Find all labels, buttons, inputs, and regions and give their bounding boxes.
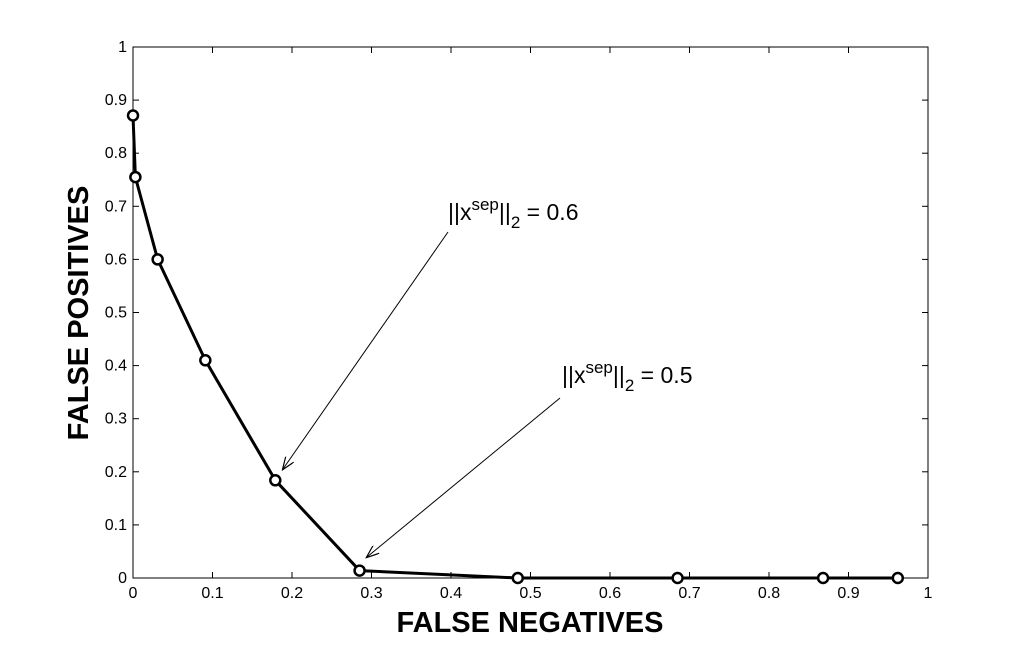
y-tick-label: 0.3 xyxy=(105,411,127,428)
annotation-label-0.6: ||xsep||2 = 0.6 xyxy=(448,195,578,232)
x-axis-title: FALSE NEGATIVES xyxy=(397,607,664,639)
y-tick-label: 0.8 xyxy=(105,145,127,162)
y-tick-label: 0.4 xyxy=(105,358,127,375)
data-point xyxy=(199,354,212,367)
annotation-mid-0.5: || xyxy=(613,362,625,388)
annotation-0.6: ||xsep||2 = 0.6 xyxy=(283,195,578,469)
annotation-tail-0.5: = 0.5 xyxy=(634,362,692,388)
x-tick-label: 0.5 xyxy=(519,585,541,602)
y-tick-label: 0.2 xyxy=(105,464,127,481)
series-line xyxy=(131,115,898,580)
annotation-sub-0.6: 2 xyxy=(511,213,520,232)
annotation-sup-0.5: sep xyxy=(585,358,612,377)
x-tick-label: 0.2 xyxy=(281,585,303,602)
x-tick-label: 0.7 xyxy=(678,585,700,602)
data-point xyxy=(511,571,525,585)
x-tick-label: 0.6 xyxy=(599,585,621,602)
y-tick-label: 0.5 xyxy=(105,305,127,322)
annotation-mid-0.6: || xyxy=(499,199,511,225)
plot-area xyxy=(132,46,929,579)
data-point xyxy=(816,571,830,585)
y-tick-label: 1 xyxy=(118,39,127,56)
y-axis-title: FALSE POSITIVES xyxy=(63,186,95,441)
annotation-label-0.5: ||xsep||2 = 0.5 xyxy=(562,358,692,395)
y-tick-label: 0.1 xyxy=(105,517,127,534)
y-axis: 0 0.1 0.2 0.3 0.4 0.5 0.6 0.7 0.8 0.9 1 xyxy=(105,39,928,587)
annotation-main-0.6: ||x xyxy=(448,199,472,225)
y-tick-label: 0.6 xyxy=(105,251,127,268)
data-point xyxy=(129,170,142,184)
y-tick-label: 0.9 xyxy=(105,92,127,109)
annotation-0.5: ||xsep||2 = 0.5 xyxy=(367,358,692,557)
x-tick-label: 0.9 xyxy=(837,585,859,602)
data-point xyxy=(891,571,905,585)
data-point xyxy=(126,109,140,122)
annotation-tail-0.6: = 0.6 xyxy=(520,199,578,225)
x-tick-label: 0.1 xyxy=(201,585,223,602)
y-tick-label: 0 xyxy=(118,570,127,587)
x-tick-label: 0 xyxy=(129,585,138,602)
x-tick-label: 0.3 xyxy=(360,585,382,602)
annotation-arrow-0.5 xyxy=(367,397,561,557)
x-axis: 0 0.1 0.2 0.3 0.4 0.5 0.6 0.7 0.8 0.9 1 xyxy=(129,47,933,602)
data-point xyxy=(671,571,684,585)
annotation-arrow-0.6 xyxy=(283,231,449,469)
x-tick-label: 0.8 xyxy=(758,585,780,602)
x-tick-label: 1 xyxy=(924,585,933,602)
x-tick-label: 0.4 xyxy=(440,585,462,602)
data-point xyxy=(151,253,164,266)
annotation-sub-0.5: 2 xyxy=(625,376,634,395)
annotation-sup-0.6: sep xyxy=(471,195,498,214)
annotation-main-0.5: ||x xyxy=(562,362,586,388)
series-layer xyxy=(126,109,905,585)
data-point xyxy=(353,564,366,577)
data-point xyxy=(269,474,282,487)
y-tick-label: 0.7 xyxy=(105,198,127,215)
